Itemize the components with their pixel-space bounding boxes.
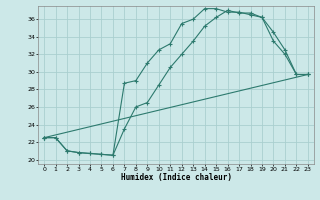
X-axis label: Humidex (Indice chaleur): Humidex (Indice chaleur) [121, 173, 231, 182]
